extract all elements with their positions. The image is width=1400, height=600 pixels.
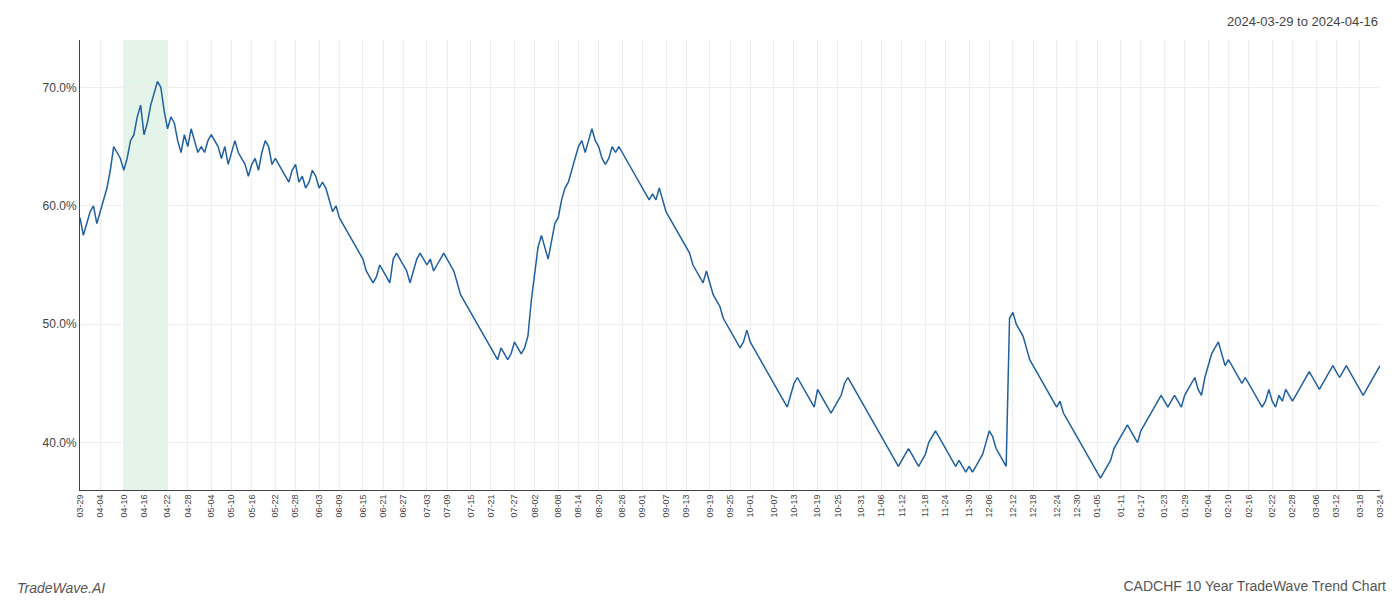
svg-text:06-21: 06-21 xyxy=(378,495,388,518)
svg-text:12-18: 12-18 xyxy=(1028,495,1038,518)
svg-text:2024-03-29 to 2024-04-16: 2024-03-29 to 2024-04-16 xyxy=(1227,14,1378,29)
svg-text:10-07: 10-07 xyxy=(769,495,779,518)
svg-text:70.0%: 70.0% xyxy=(43,81,77,95)
svg-text:10-01: 10-01 xyxy=(745,495,755,518)
svg-text:04-28: 04-28 xyxy=(183,495,193,518)
svg-text:02-16: 02-16 xyxy=(1244,495,1254,518)
svg-text:03-24: 03-24 xyxy=(1375,495,1385,518)
svg-text:02-28: 02-28 xyxy=(1287,495,1297,518)
svg-text:07-15: 07-15 xyxy=(466,495,476,518)
svg-text:09-07: 09-07 xyxy=(661,495,671,518)
svg-text:01-17: 01-17 xyxy=(1136,495,1146,518)
svg-text:60.0%: 60.0% xyxy=(43,199,77,213)
svg-text:06-27: 06-27 xyxy=(398,495,408,518)
svg-text:05-16: 05-16 xyxy=(247,495,257,518)
svg-text:CADCHF 10 Year TradeWave Trend: CADCHF 10 Year TradeWave Trend Chart xyxy=(1124,578,1387,594)
svg-text:07-21: 07-21 xyxy=(486,495,496,518)
svg-text:12-30: 12-30 xyxy=(1072,495,1082,518)
svg-text:04-04: 04-04 xyxy=(95,495,105,518)
svg-text:10-13: 10-13 xyxy=(789,495,799,518)
svg-text:05-28: 05-28 xyxy=(290,495,300,518)
svg-text:50.0%: 50.0% xyxy=(43,317,77,331)
svg-text:04-22: 04-22 xyxy=(162,495,172,518)
svg-text:08-26: 08-26 xyxy=(617,495,627,518)
svg-text:12-12: 12-12 xyxy=(1008,495,1018,518)
svg-text:02-04: 02-04 xyxy=(1203,495,1213,518)
svg-text:05-22: 05-22 xyxy=(270,495,280,518)
svg-text:01-29: 01-29 xyxy=(1180,495,1190,518)
svg-text:04-16: 04-16 xyxy=(139,495,149,518)
svg-text:01-11: 01-11 xyxy=(1116,495,1126,517)
svg-text:03-18: 03-18 xyxy=(1355,495,1365,518)
svg-text:05-04: 05-04 xyxy=(206,495,216,518)
svg-text:11-06: 11-06 xyxy=(876,495,886,517)
svg-text:11-30: 11-30 xyxy=(964,495,974,517)
svg-text:09-25: 09-25 xyxy=(725,495,735,518)
svg-text:12-06: 12-06 xyxy=(984,495,994,518)
svg-text:10-31: 10-31 xyxy=(856,495,866,518)
svg-text:10-19: 10-19 xyxy=(812,495,822,518)
svg-text:40.0%: 40.0% xyxy=(43,436,77,450)
svg-text:06-09: 06-09 xyxy=(334,495,344,518)
svg-text:03-06: 03-06 xyxy=(1311,495,1321,518)
svg-text:06-15: 06-15 xyxy=(358,495,368,518)
svg-text:11-24: 11-24 xyxy=(940,495,950,517)
svg-text:11-18: 11-18 xyxy=(920,495,930,517)
svg-text:07-27: 07-27 xyxy=(509,495,519,518)
svg-text:01-23: 01-23 xyxy=(1159,495,1169,518)
svg-text:04-10: 04-10 xyxy=(119,495,129,518)
svg-text:09-01: 09-01 xyxy=(637,495,647,518)
svg-text:12-24: 12-24 xyxy=(1052,495,1062,518)
svg-text:06-03: 06-03 xyxy=(314,495,324,518)
svg-text:08-14: 08-14 xyxy=(573,495,583,518)
svg-text:09-13: 09-13 xyxy=(681,495,691,518)
svg-text:07-03: 07-03 xyxy=(422,495,432,518)
svg-text:02-22: 02-22 xyxy=(1267,495,1277,518)
svg-text:11-12: 11-12 xyxy=(897,495,907,517)
svg-text:01-05: 01-05 xyxy=(1092,495,1102,518)
svg-text:08-02: 08-02 xyxy=(530,495,540,518)
svg-text:TradeWave.AI: TradeWave.AI xyxy=(17,580,105,596)
svg-text:10-25: 10-25 xyxy=(833,495,843,518)
svg-text:07-09: 07-09 xyxy=(442,495,452,518)
svg-text:05-10: 05-10 xyxy=(226,495,236,518)
svg-text:02-10: 02-10 xyxy=(1223,495,1233,518)
svg-text:08-08: 08-08 xyxy=(553,495,563,518)
svg-text:08-20: 08-20 xyxy=(594,495,604,518)
svg-text:09-19: 09-19 xyxy=(705,495,715,518)
svg-text:03-12: 03-12 xyxy=(1331,495,1341,518)
svg-text:03-29: 03-29 xyxy=(75,495,85,518)
